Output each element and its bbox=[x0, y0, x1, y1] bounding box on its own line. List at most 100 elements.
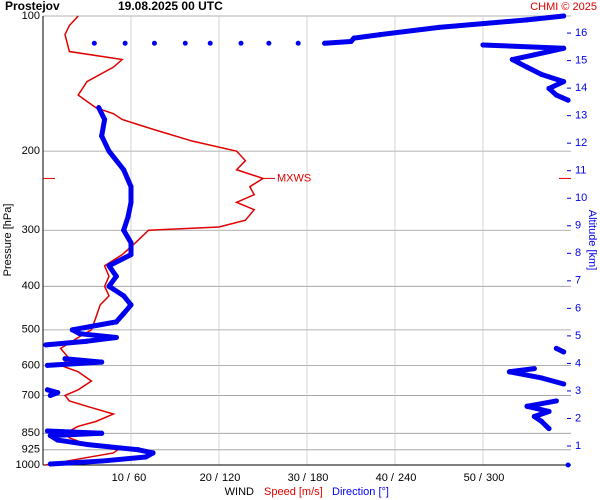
legend-speed: Speed [m/s] bbox=[264, 486, 323, 498]
direction-segment bbox=[43, 338, 90, 348]
y-tick-label: 500 bbox=[22, 324, 40, 336]
direction-segment bbox=[55, 437, 90, 447]
y-axis-label: Pressure [hPa] bbox=[2, 204, 14, 277]
y2-tick-label: 4 bbox=[575, 357, 581, 369]
direction-segment bbox=[106, 283, 127, 299]
direction-point bbox=[238, 40, 244, 46]
y2-tick-label: 10 bbox=[575, 192, 587, 204]
direction-point bbox=[182, 40, 188, 46]
direction-point bbox=[47, 392, 53, 398]
direction-point bbox=[84, 338, 90, 344]
y-tick-label: 700 bbox=[22, 389, 40, 401]
y2-tick-label: 7 bbox=[575, 275, 581, 287]
direction-point bbox=[436, 24, 442, 30]
y2-tick-label: 5 bbox=[575, 330, 581, 342]
direction-point bbox=[143, 454, 149, 460]
direction-point bbox=[565, 462, 571, 468]
direction-point bbox=[207, 40, 213, 46]
direction-point bbox=[99, 359, 105, 365]
y2-tick-label: 12 bbox=[575, 137, 587, 149]
y-tick-label: 300 bbox=[22, 224, 40, 236]
direction-point bbox=[121, 167, 127, 173]
direction-segment bbox=[77, 331, 119, 340]
direction-point bbox=[113, 273, 119, 279]
y-tick-label: 600 bbox=[22, 359, 40, 371]
direction-point bbox=[113, 319, 119, 325]
x2-tick-label: 60 bbox=[134, 472, 146, 484]
y-tick-label: 850 bbox=[22, 427, 40, 439]
direction-segment bbox=[99, 116, 108, 139]
y-tick-label: 100 bbox=[22, 10, 40, 22]
direction-point bbox=[480, 42, 486, 48]
direction-segment bbox=[99, 454, 149, 464]
y-tick-label: 400 bbox=[22, 280, 40, 292]
direction-point bbox=[62, 356, 68, 362]
direction-point bbox=[506, 369, 512, 375]
direction-segment bbox=[480, 17, 530, 27]
direction-point bbox=[128, 199, 134, 205]
direction-point bbox=[128, 302, 134, 308]
direction-point bbox=[106, 148, 112, 154]
direction-point bbox=[128, 184, 134, 190]
y2-axis-label: Altitude [km] bbox=[586, 210, 598, 271]
direction-point bbox=[266, 40, 272, 46]
direction-segment bbox=[351, 32, 383, 41]
direction-segment bbox=[84, 441, 141, 453]
direction-point bbox=[122, 40, 128, 46]
direction-point bbox=[348, 39, 354, 45]
direction-point bbox=[69, 327, 75, 333]
x2-tick-label: 120 bbox=[222, 472, 240, 484]
direction-segment bbox=[539, 72, 567, 85]
direction-point bbox=[565, 97, 571, 103]
direction-point bbox=[121, 293, 127, 299]
direction-point bbox=[546, 426, 552, 432]
direction-point bbox=[121, 227, 127, 233]
x-tick-label: 30 / bbox=[288, 472, 307, 484]
direction-point bbox=[553, 398, 559, 404]
direction-segment bbox=[377, 24, 442, 38]
direction-point bbox=[531, 414, 537, 420]
direction-point bbox=[55, 390, 61, 396]
legend-direction: Direction [°] bbox=[332, 486, 389, 498]
direction-point bbox=[524, 17, 530, 23]
direction-point bbox=[546, 85, 552, 91]
direction-point bbox=[553, 92, 559, 98]
direction-point bbox=[539, 375, 545, 381]
y2-tick-label: 13 bbox=[575, 110, 587, 122]
station-title: Prostejov bbox=[5, 0, 60, 13]
direction-point bbox=[47, 461, 53, 467]
direction-segment bbox=[506, 366, 537, 375]
direction-point bbox=[55, 437, 61, 443]
direction-point bbox=[135, 447, 141, 453]
direction-segment bbox=[436, 21, 486, 30]
direction-point bbox=[151, 40, 157, 46]
y2-tick-label: 6 bbox=[575, 302, 581, 314]
direction-segment bbox=[121, 167, 134, 190]
direction-segment bbox=[539, 375, 567, 387]
direction-point bbox=[531, 366, 537, 372]
direction-point bbox=[295, 40, 301, 46]
x2-tick-label: 240 bbox=[398, 472, 416, 484]
direction-point bbox=[99, 430, 105, 436]
direction-point bbox=[524, 403, 530, 409]
direction-point bbox=[44, 428, 50, 434]
direction-point bbox=[531, 52, 537, 58]
direction-segment bbox=[524, 13, 567, 23]
x2-tick-label: 300 bbox=[486, 472, 504, 484]
y2-tick-label: 2 bbox=[575, 412, 581, 424]
direction-point bbox=[84, 441, 90, 447]
x-tick-label: 20 / bbox=[200, 472, 219, 484]
direction-point bbox=[377, 32, 383, 38]
direction-point bbox=[113, 334, 119, 340]
direction-point bbox=[77, 331, 83, 337]
direction-point bbox=[96, 105, 102, 111]
x-tick-label: 10 / bbox=[112, 472, 131, 484]
direction-point bbox=[99, 133, 105, 139]
x-tick-label: 50 / bbox=[464, 472, 483, 484]
direction-point bbox=[43, 342, 49, 348]
y2-tick-label: 3 bbox=[575, 385, 581, 397]
direction-segment bbox=[524, 64, 545, 78]
annotation: MXWS bbox=[277, 172, 311, 184]
